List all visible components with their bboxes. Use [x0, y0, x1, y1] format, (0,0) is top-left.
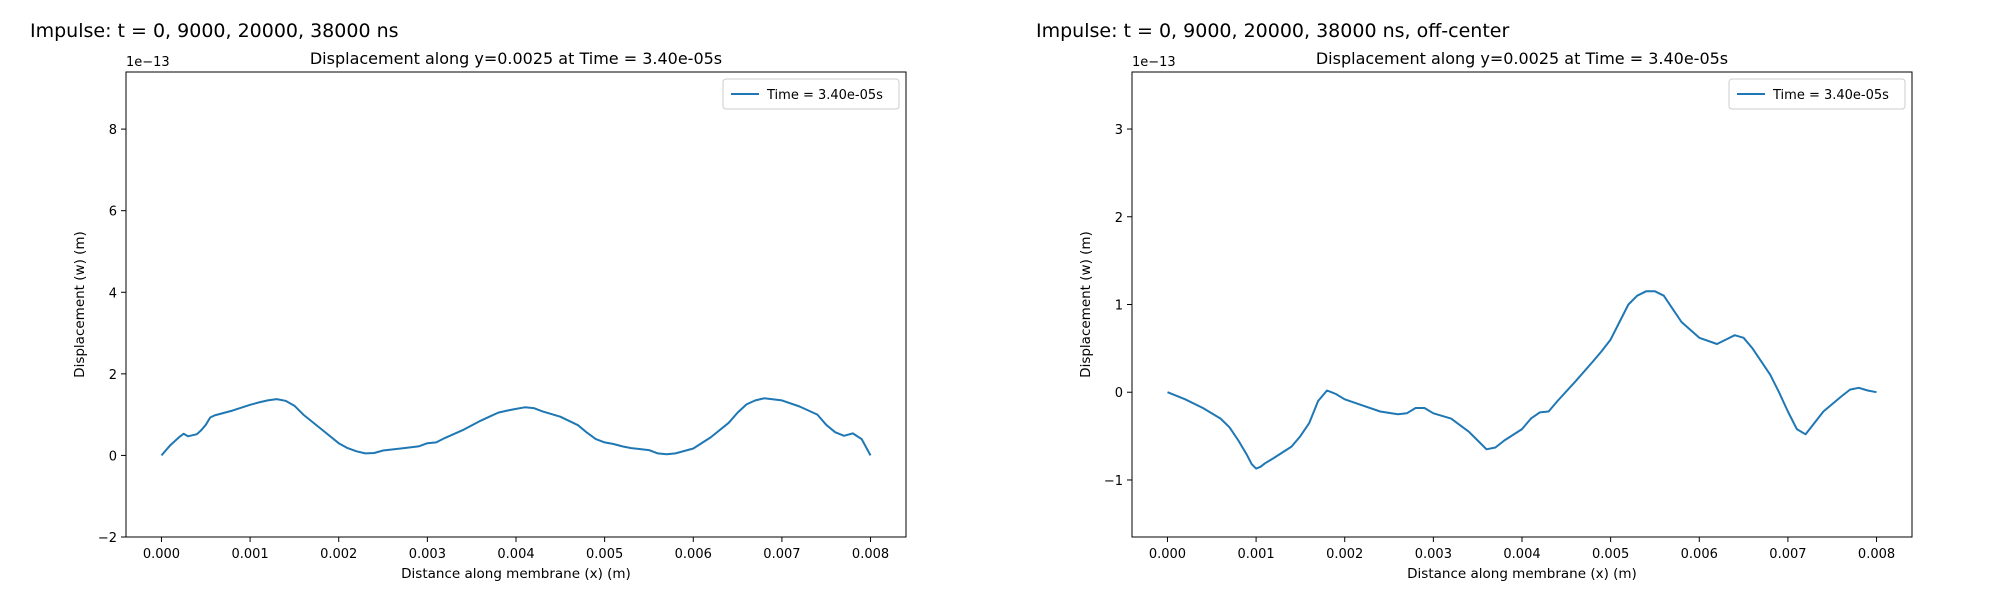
x-tick-label: 0.002 [320, 547, 357, 562]
plot-frame [1131, 71, 1913, 538]
legend: Time = 3.40e-05s [722, 78, 900, 110]
legend-box [1728, 78, 1906, 110]
figure-title: Impulse: t = 0, 9000, 20000, 38000 ns [30, 20, 399, 42]
y-tick-label: 0 [1115, 386, 1123, 401]
y-axis-label: Displacement (w) (m) [1078, 231, 1094, 378]
x-axis-label: Distance along membrane (x) (m) [1407, 566, 1637, 582]
x-tick-label: 0.001 [231, 547, 268, 562]
y-scale-note: 1e−13 [1132, 55, 1176, 70]
x-tick-label: 0.003 [409, 547, 446, 562]
x-tick-label: 0.000 [143, 547, 180, 562]
y-tick-label: −1 [1104, 474, 1123, 489]
y-tick-label: 2 [109, 368, 117, 383]
y-tick-label: 2 [1115, 211, 1123, 226]
legend: Time = 3.40e-05s [1728, 78, 1906, 110]
x-tick-label: 0.002 [1326, 547, 1363, 562]
plot-frame [125, 71, 907, 538]
x-axis-label: Distance along membrane (x) (m) [401, 566, 631, 582]
x-tick-label: 0.006 [1681, 547, 1718, 562]
x-tick-label: 0.003 [1415, 547, 1452, 562]
chart-panel-left: Impulse: t = 0, 9000, 20000, 38000 ns Di… [30, 20, 907, 582]
y-tick-label: 3 [1115, 123, 1123, 138]
x-tick-label: 0.008 [1858, 547, 1895, 562]
chart-title: Displacement along y=0.0025 at Time = 3.… [310, 49, 722, 68]
x-tick-label: 0.004 [497, 547, 534, 562]
line-chart: Displacement along y=0.0025 at Time = 3.… [72, 49, 907, 582]
y-tick-label: −2 [98, 531, 117, 546]
x-tick-label: 0.005 [586, 547, 623, 562]
series-line [160, 397, 872, 457]
y-axis-label: Displacement (w) (m) [72, 231, 88, 378]
x-tick-label: 0.005 [1592, 547, 1629, 562]
y-tick-label: 4 [109, 286, 117, 301]
series-line [1167, 290, 1877, 470]
y-tick-label: 8 [109, 123, 117, 138]
legend-box [722, 78, 900, 110]
y-scale-note: 1e−13 [126, 55, 170, 70]
legend-label: Time = 3.40e-05s [1772, 88, 1889, 103]
y-tick-label: 6 [109, 205, 117, 220]
x-tick-label: 0.007 [1769, 547, 1806, 562]
figure-title: Impulse: t = 0, 9000, 20000, 38000 ns, o… [1036, 20, 1510, 42]
line-chart: Displacement along y=0.0025 at Time = 3.… [1078, 49, 1913, 582]
x-tick-label: 0.000 [1149, 547, 1186, 562]
legend-label: Time = 3.40e-05s [766, 88, 883, 103]
chart-title: Displacement along y=0.0025 at Time = 3.… [1316, 49, 1728, 68]
x-tick-label: 0.007 [763, 547, 800, 562]
x-tick-label: 0.004 [1503, 547, 1540, 562]
y-tick-label: 1 [1115, 299, 1123, 314]
x-tick-label: 0.008 [852, 547, 889, 562]
y-tick-label: 0 [109, 449, 117, 464]
x-tick-label: 0.001 [1237, 547, 1274, 562]
x-tick-label: 0.006 [675, 547, 712, 562]
chart-panel-right: Impulse: t = 0, 9000, 20000, 38000 ns, o… [1006, 0, 2000, 600]
